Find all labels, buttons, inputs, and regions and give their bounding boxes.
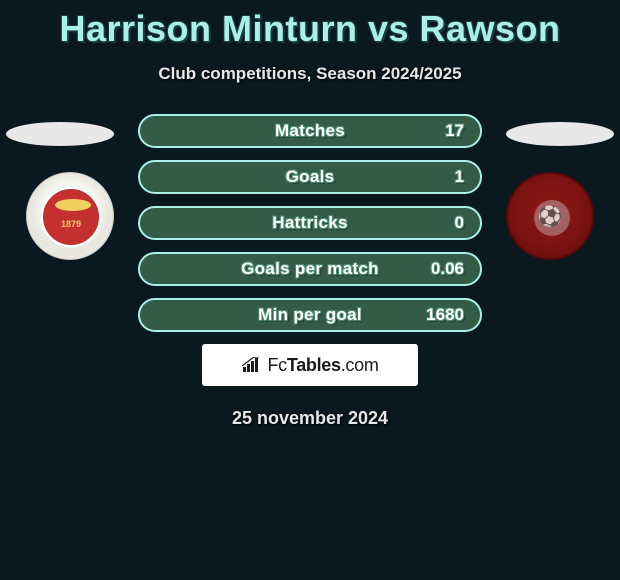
brand-com: .com: [341, 355, 379, 375]
stat-row-goals: Goals 1: [138, 160, 482, 194]
stat-row-matches: Matches 17: [138, 114, 482, 148]
player-left-ellipse: [6, 122, 114, 146]
club-crest-right: [506, 172, 594, 260]
brand-badge[interactable]: FcTables.com: [202, 344, 418, 386]
stat-value: 0: [455, 213, 464, 233]
stat-value: 1680: [426, 305, 464, 325]
stat-value: 17: [445, 121, 464, 141]
player-right-ellipse: [506, 122, 614, 146]
comparison-title: Harrison Minturn vs Rawson: [0, 0, 620, 50]
stat-label: Goals: [286, 167, 335, 187]
comparison-content: Matches 17 Goals 1 Hattricks 0 Goals per…: [0, 114, 620, 429]
club-crest-left: [26, 172, 114, 260]
stat-row-goals-per-match: Goals per match 0.06: [138, 252, 482, 286]
stat-row-hattricks: Hattricks 0: [138, 206, 482, 240]
stat-label: Hattricks: [272, 213, 347, 233]
brand-text: FcTables.com: [267, 355, 378, 376]
club-crest-left-inner: [41, 187, 101, 247]
comparison-date: 25 november 2024: [0, 408, 620, 429]
stat-value: 1: [455, 167, 464, 187]
stat-value: 0.06: [431, 259, 464, 279]
brand-fc: Fc: [267, 355, 286, 375]
stat-label: Goals per match: [241, 259, 379, 279]
brand-tables: Tables: [287, 355, 341, 375]
stat-row-min-per-goal: Min per goal 1680: [138, 298, 482, 332]
comparison-subtitle: Club competitions, Season 2024/2025: [0, 64, 620, 84]
stats-list: Matches 17 Goals 1 Hattricks 0 Goals per…: [138, 114, 482, 332]
stat-label: Min per goal: [258, 305, 362, 325]
bar-chart-icon: [241, 357, 261, 373]
stat-label: Matches: [275, 121, 345, 141]
